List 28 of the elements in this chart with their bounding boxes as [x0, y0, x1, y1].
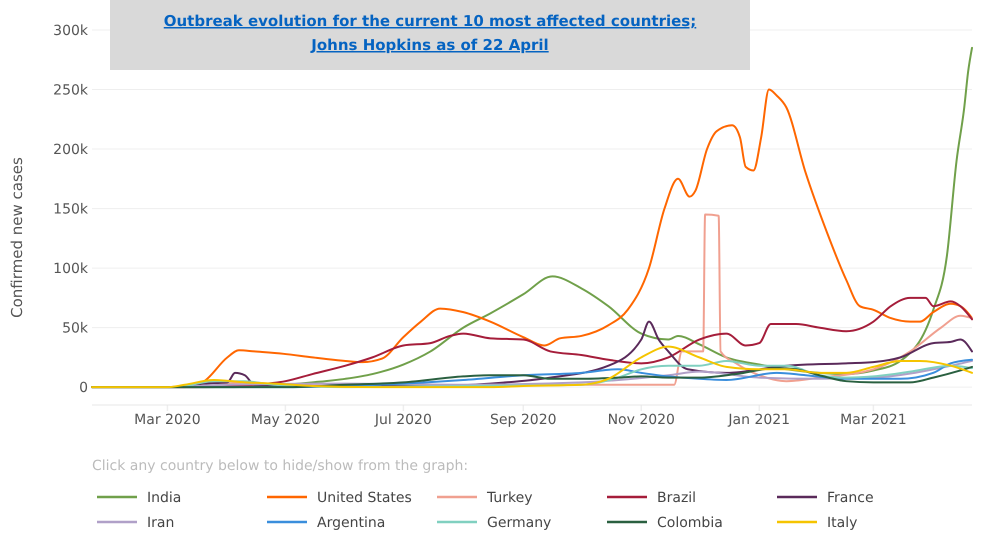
- x-tick-label: Jan 2021: [727, 412, 790, 428]
- legend-label: Argentina: [317, 514, 386, 531]
- x-tick-label: Jul 2020: [374, 412, 432, 428]
- x-tick-label: Sep 2020: [490, 412, 557, 428]
- y-axis-title: Confirmed new cases: [8, 156, 26, 318]
- legend-label: Brazil: [657, 490, 696, 506]
- y-tick-label: 50k: [62, 320, 89, 337]
- x-tick-label: Mar 2020: [134, 412, 201, 428]
- chart-title: Outbreak evolution for the current 10 most affected countries; Johns Hopkins as of 22 April: [164, 12, 696, 54]
- x-tick-label: Mar 2021: [840, 412, 907, 428]
- legend-label: Germany: [487, 514, 552, 531]
- y-tick-label: 150k: [53, 201, 89, 218]
- legend-label: Italy: [827, 514, 858, 531]
- legend-label: Iran: [147, 514, 174, 531]
- line-series: [91, 346, 973, 388]
- legend-label: India: [147, 490, 182, 506]
- x-tick-label: May 2020: [250, 412, 320, 428]
- x-tick-label: Nov 2020: [608, 412, 675, 428]
- legend-title: Click any country below to hide/show from the graph:: [92, 458, 468, 474]
- y-tick-label: 100k: [53, 260, 89, 277]
- y-tick-label: 0: [79, 380, 88, 396]
- legend-label: Colombia: [657, 514, 723, 531]
- legend-label: France: [827, 490, 874, 506]
- legend-label: United States: [317, 490, 412, 506]
- y-tick-label: 200k: [53, 142, 89, 158]
- legend-label: Turkey: [486, 490, 533, 506]
- y-tick-label: 250k: [53, 82, 89, 98]
- y-tick-label: 300k: [53, 22, 89, 39]
